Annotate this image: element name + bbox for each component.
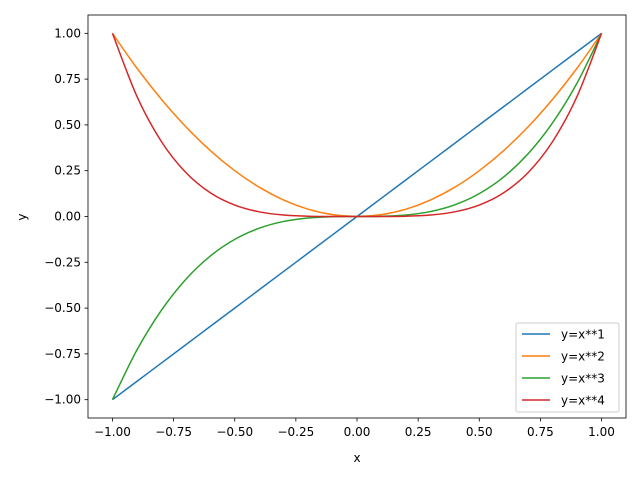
legend-box bbox=[515, 322, 620, 413]
y-tick-label: −0.25 bbox=[44, 255, 81, 269]
x-tick-label: −0.50 bbox=[216, 425, 253, 439]
y-tick-label: −0.75 bbox=[44, 347, 81, 361]
x-tick-label: −0.25 bbox=[277, 425, 314, 439]
legend-entry-label: y=x**1 bbox=[561, 328, 605, 342]
y-tick-label: −1.00 bbox=[44, 393, 81, 407]
x-tick-label: −1.00 bbox=[94, 425, 131, 439]
legend-items: y=x**1 y=x**2 y=x**3 y=x**4 bbox=[522, 328, 605, 408]
x-tick-label: 0.75 bbox=[527, 425, 554, 439]
series-line-4 bbox=[111, 33, 603, 218]
legend: y=x**1 y=x**2 y=x**3 y=x**4 bbox=[515, 322, 620, 413]
x-tick-label: 0.00 bbox=[344, 425, 371, 439]
series-layer bbox=[111, 32, 603, 401]
y-tick-label: 0.75 bbox=[54, 72, 81, 86]
y-tick-label: 0.50 bbox=[54, 118, 81, 132]
y-tick-label: −0.50 bbox=[44, 301, 81, 315]
x-axis-ticks: −1.00 −0.75 −0.50 −0.25 0.00 0.25 0.50 0.75 1.00 bbox=[94, 418, 615, 439]
y-axis-ticks: −1.00 −0.75 −0.50 −0.25 0.00 0.25 0.50 0.75 1.00 bbox=[44, 26, 88, 407]
x-tick-label: −0.75 bbox=[155, 425, 192, 439]
y-tick-label: 1.00 bbox=[54, 26, 81, 40]
x-tick-label: 0.25 bbox=[405, 425, 432, 439]
y-tick-label: 0.25 bbox=[54, 164, 81, 178]
x-tick-label: 0.50 bbox=[466, 425, 493, 439]
x-tick-label: 1.00 bbox=[588, 425, 615, 439]
y-tick-label: 0.00 bbox=[54, 210, 81, 224]
legend-entry-label: y=x**4 bbox=[561, 394, 605, 408]
legend-entry-label: y=x**2 bbox=[561, 350, 605, 364]
y-axis-label: y bbox=[15, 213, 29, 220]
x-axis-label: x bbox=[353, 451, 360, 465]
legend-entry-label: y=x**3 bbox=[561, 372, 605, 386]
